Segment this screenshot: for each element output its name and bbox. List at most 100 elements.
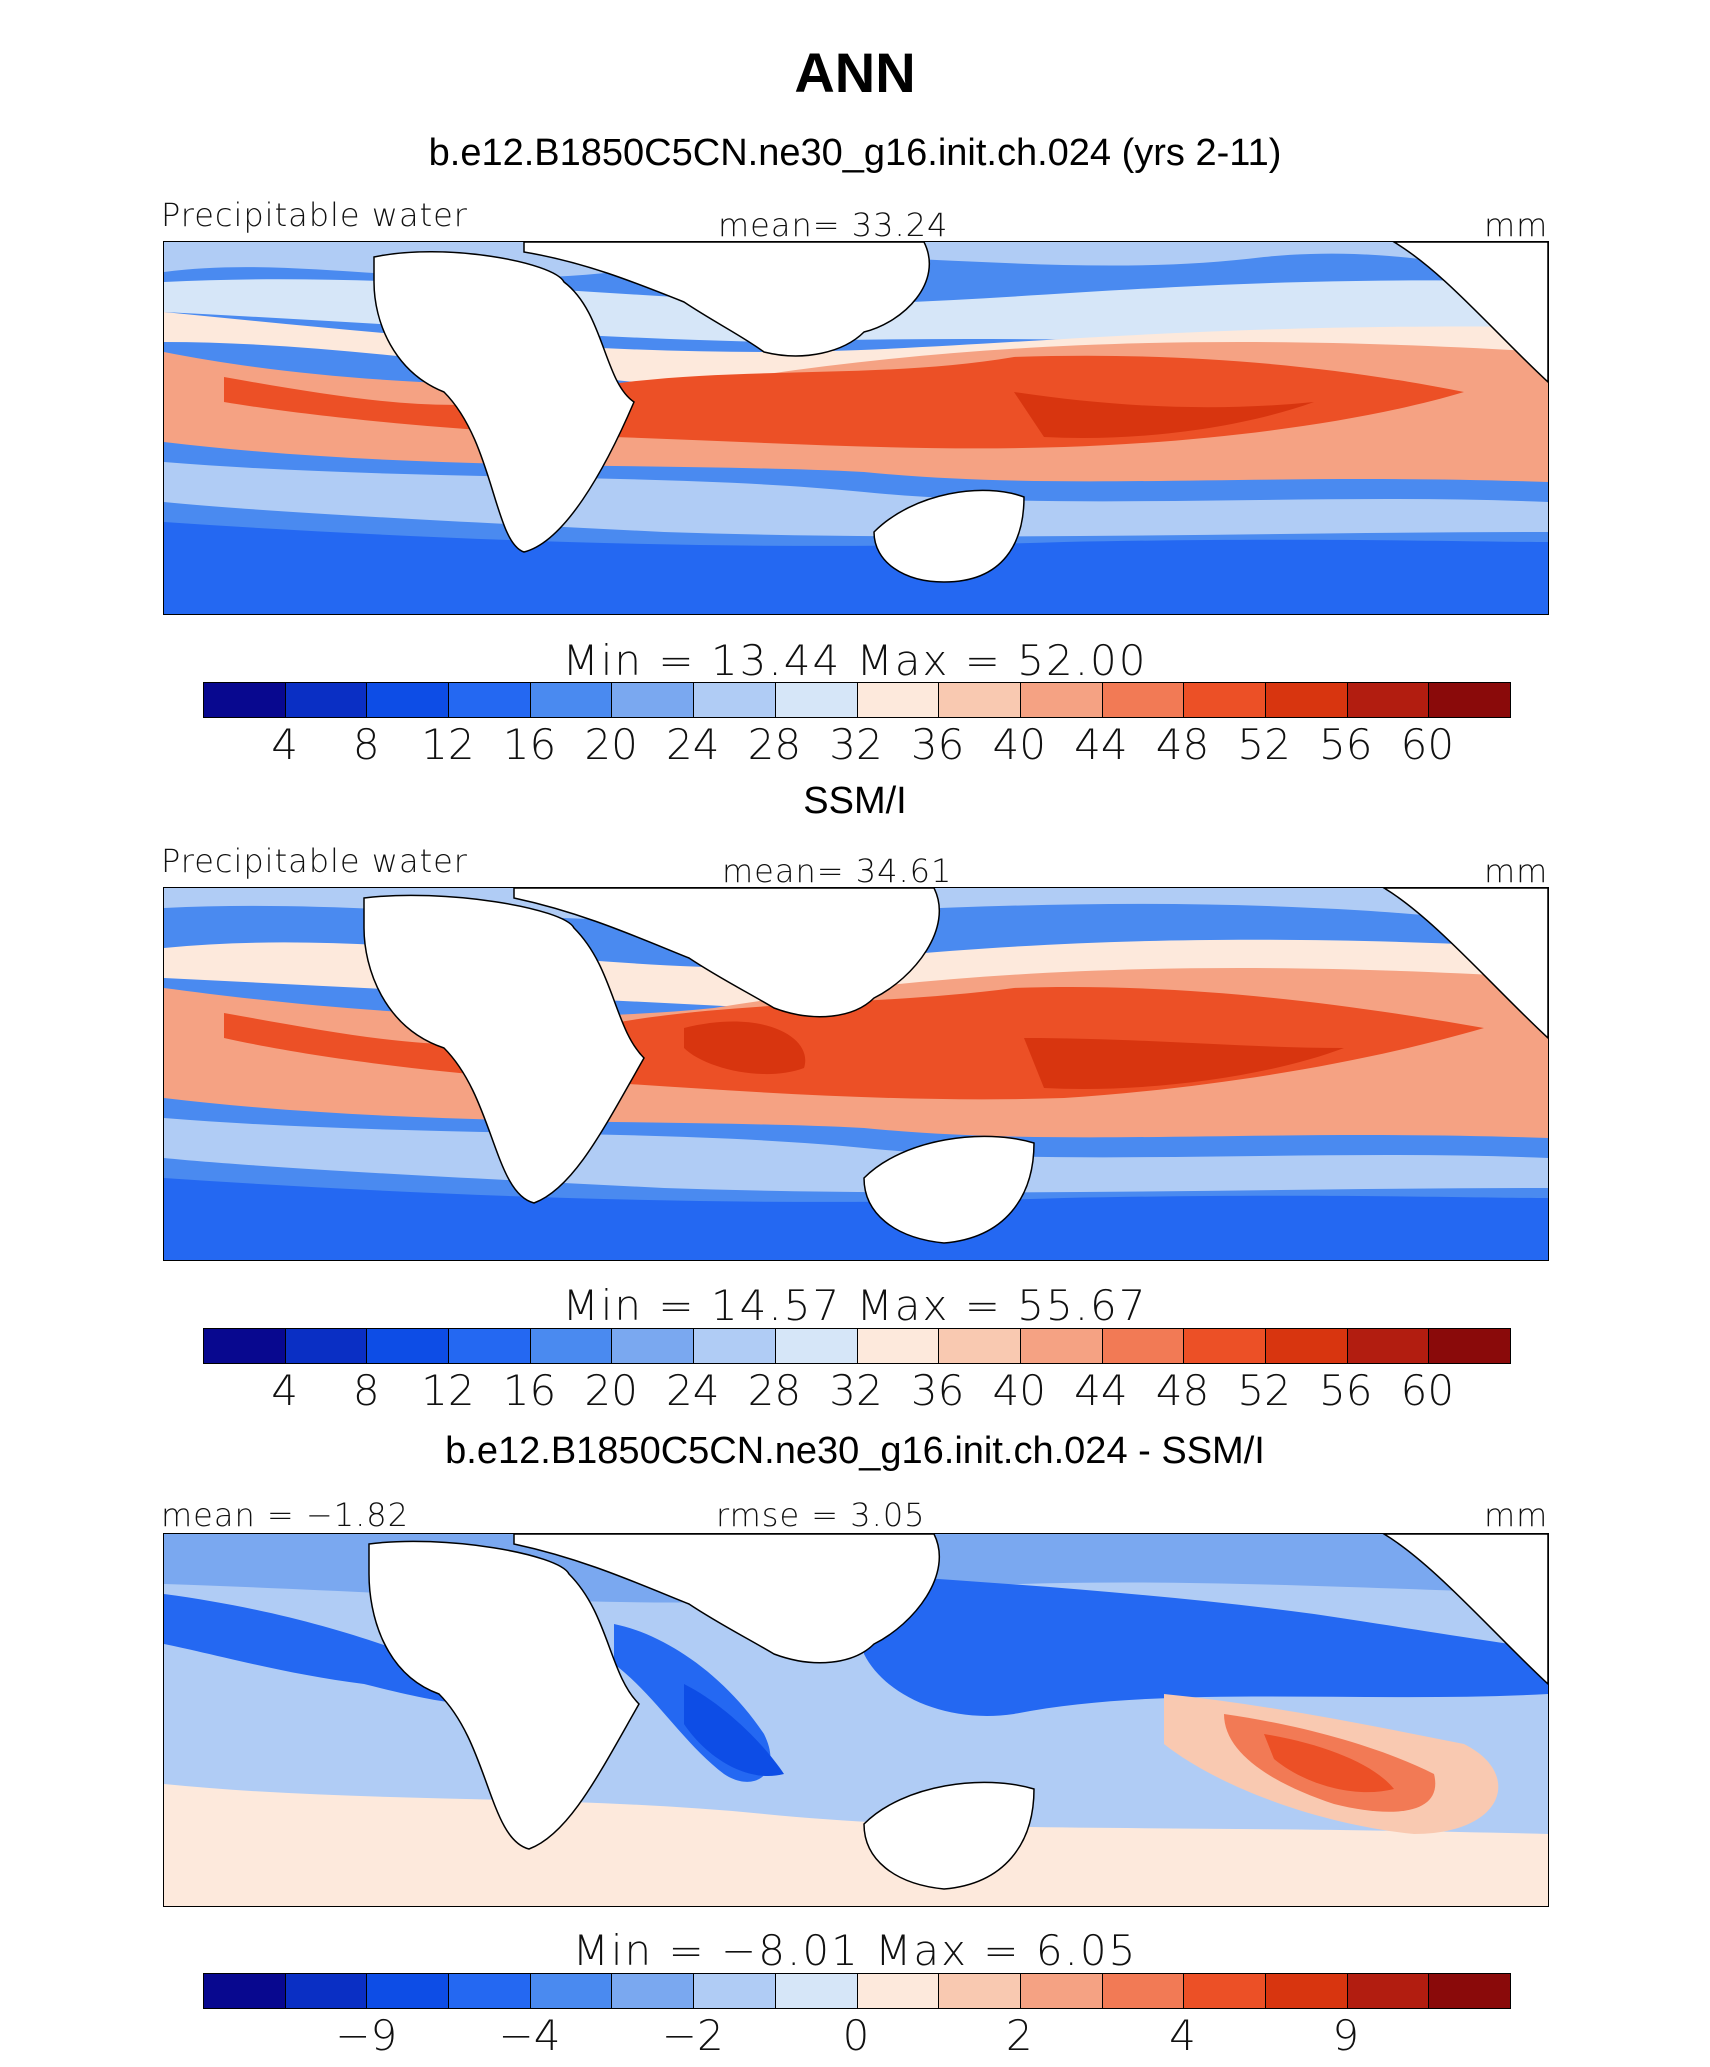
colorbar-tick-label: 4 <box>271 1366 298 1415</box>
panel-3-contour-map <box>164 1534 1548 1906</box>
colorbar-cell <box>1265 1974 1348 2008</box>
panel-1-colorbar-ticks: 4 8 12 16 20 24 28 32 36 40 44 48 52 56 60 <box>0 720 1710 770</box>
colorbar-tick-label: 28 <box>747 1366 802 1415</box>
colorbar-cell <box>285 683 368 717</box>
colorbar-cell <box>939 1974 1021 2008</box>
colorbar-tick-label: 16 <box>502 1366 557 1415</box>
colorbar-cell <box>285 1974 368 2008</box>
colorbar-cell <box>1347 1329 1430 1363</box>
colorbar-tick-label: 48 <box>1155 720 1210 769</box>
colorbar-cell <box>1429 1329 1510 1363</box>
colorbar-tick-label: 36 <box>910 720 965 769</box>
colorbar-tick-label: 12 <box>421 720 475 769</box>
panel-1-units-label: mm <box>1484 206 1549 244</box>
colorbar-tick-label: 32 <box>829 1366 883 1415</box>
colorbar-tick-label: 32 <box>829 720 883 769</box>
colorbar-cell <box>612 1329 695 1363</box>
colorbar-cell <box>694 1329 776 1363</box>
panel-2-variable-label: Precipitable water <box>161 842 468 880</box>
colorbar-cell <box>1020 1974 1103 2008</box>
colorbar-cell <box>694 683 776 717</box>
colorbar-cell <box>449 1329 531 1363</box>
panel-3-units-label: mm <box>1484 1496 1549 1534</box>
colorbar-cell <box>857 1329 940 1363</box>
colorbar-cell <box>775 1974 858 2008</box>
colorbar-tick-label: 8 <box>352 1366 380 1415</box>
colorbar-tick-label: 28 <box>747 720 802 769</box>
colorbar-cell <box>530 683 613 717</box>
colorbar-tick-label: 56 <box>1319 1366 1373 1415</box>
colorbar-tick-label: 60 <box>1400 1366 1455 1415</box>
colorbar-tick-label: 60 <box>1400 720 1455 769</box>
colorbar-tick-label: 40 <box>992 720 1046 769</box>
colorbar-cell <box>204 1329 286 1363</box>
colorbar-tick-label: 24 <box>666 720 720 769</box>
colorbar-cell <box>612 1974 695 2008</box>
colorbar-cell <box>775 1329 858 1363</box>
colorbar-tick-label: −4 <box>498 2011 561 2060</box>
panel-2-contour-map <box>164 888 1548 1260</box>
figure-title: ANN <box>794 41 916 104</box>
colorbar-tick-label: 4 <box>1169 2011 1196 2060</box>
panel-3-title: b.e12.B1850C5CN.ne30_g16.init.ch.024 - S… <box>445 1430 1265 1472</box>
colorbar-cell <box>694 1974 776 2008</box>
colorbar-cell <box>939 683 1021 717</box>
colorbar-tick-label: 8 <box>352 720 380 769</box>
panel-3-colorbar <box>203 1973 1511 2009</box>
panel-2-title: SSM/I <box>803 780 907 822</box>
colorbar-cell <box>1265 683 1348 717</box>
colorbar-cell <box>204 683 286 717</box>
colorbar-cell <box>612 683 695 717</box>
panel-3-colorbar-ticks: −9 −4 −2 0 2 4 9 <box>0 2011 1710 2061</box>
colorbar-tick-label: 56 <box>1319 720 1373 769</box>
colorbar-cell <box>204 1974 286 2008</box>
colorbar-cell <box>1265 1329 1348 1363</box>
colorbar-tick-label: 12 <box>421 1366 475 1415</box>
panel-3-minmax: Min = −8.01 Max = 6.05 <box>572 1926 1138 1975</box>
colorbar-cell <box>1020 683 1103 717</box>
panel-1-variable-label: Precipitable water <box>161 196 468 234</box>
panel-3-map <box>163 1533 1549 1907</box>
panel-1-minmax: Min = 13.44 Max = 52.00 <box>562 636 1148 685</box>
colorbar-cell <box>1184 683 1266 717</box>
panel-1-contour-map <box>164 242 1548 614</box>
colorbar-tick-label: 44 <box>1074 1366 1128 1415</box>
panel-1-mean-label: mean= 33.24 <box>718 206 949 244</box>
colorbar-tick-label: 24 <box>666 1366 720 1415</box>
colorbar-cell <box>1102 683 1185 717</box>
colorbar-cell <box>775 683 858 717</box>
colorbar-tick-label: −9 <box>335 2011 398 2060</box>
colorbar-cell <box>857 1974 940 2008</box>
panel-1-map <box>163 241 1549 615</box>
colorbar-tick-label: 20 <box>584 1366 638 1415</box>
colorbar-cell <box>1429 683 1510 717</box>
colorbar-cell <box>1347 683 1430 717</box>
colorbar-tick-label: −2 <box>661 2011 724 2060</box>
colorbar-tick-label: 16 <box>502 720 557 769</box>
colorbar-tick-label: 0 <box>842 2011 870 2060</box>
colorbar-tick-label: 52 <box>1237 1366 1291 1415</box>
colorbar-cell <box>1102 1329 1185 1363</box>
colorbar-tick-label: 20 <box>584 720 638 769</box>
colorbar-cell <box>285 1329 368 1363</box>
colorbar-tick-label: 48 <box>1155 1366 1210 1415</box>
colorbar-cell <box>1184 1974 1266 2008</box>
panel-3-mean-label: mean = −1.82 <box>161 1496 409 1534</box>
colorbar-tick-label: 4 <box>271 720 298 769</box>
panel-2-map <box>163 887 1549 1261</box>
colorbar-cell <box>1347 1974 1430 2008</box>
colorbar-cell <box>367 1329 450 1363</box>
panel-3-rmse-label: rmse = 3.05 <box>716 1496 926 1534</box>
panel-2-minmax: Min = 14.57 Max = 55.67 <box>562 1281 1148 1330</box>
colorbar-cell <box>1102 1974 1185 2008</box>
colorbar-cell <box>367 1974 450 2008</box>
panel-1-colorbar <box>203 682 1511 718</box>
colorbar-cell <box>1429 1974 1510 2008</box>
colorbar-tick-label: 40 <box>992 1366 1046 1415</box>
colorbar-cell <box>530 1329 613 1363</box>
panel-2-colorbar <box>203 1328 1511 1364</box>
colorbar-cell <box>367 683 450 717</box>
colorbar-tick-label: 2 <box>1005 2011 1033 2060</box>
colorbar-tick-label: 44 <box>1074 720 1128 769</box>
colorbar-tick-label: 9 <box>1332 2011 1360 2060</box>
